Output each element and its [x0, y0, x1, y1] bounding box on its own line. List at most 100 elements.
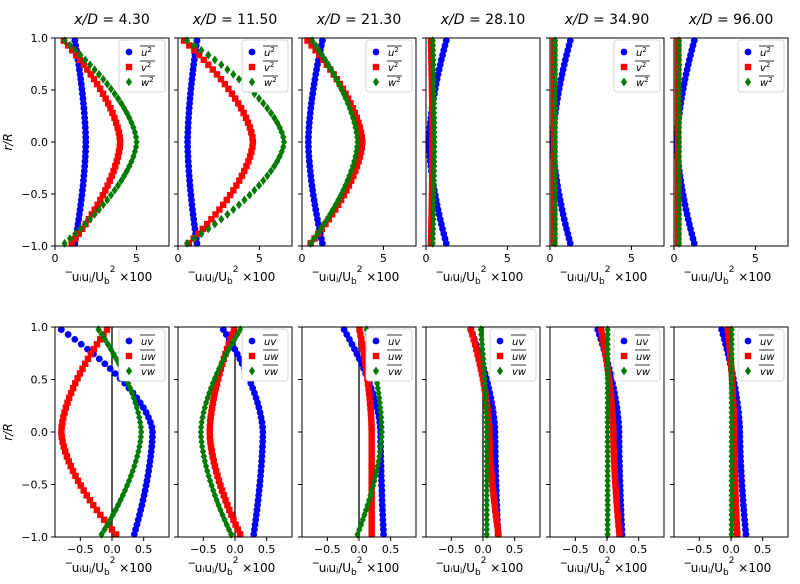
vw-point	[378, 422, 385, 432]
uw-point	[731, 472, 739, 480]
w2-point	[191, 234, 198, 243]
vw-point	[728, 476, 735, 486]
uw-point	[368, 521, 375, 528]
vw-point	[483, 505, 490, 515]
uw-point	[608, 404, 616, 411]
uw-legend-marker	[744, 352, 752, 360]
w2-point	[675, 171, 683, 181]
uw-point	[90, 345, 98, 353]
vw-point	[128, 388, 136, 398]
uv-point	[616, 462, 623, 470]
w2-point	[311, 234, 318, 243]
uw-point	[80, 487, 87, 494]
v2-point	[221, 80, 229, 88]
uv-point	[615, 428, 623, 436]
uw-point	[108, 526, 116, 533]
u2-point	[305, 128, 313, 136]
v2-point	[243, 162, 250, 170]
w2-point	[82, 55, 89, 65]
uw-point	[79, 365, 86, 372]
vw-point	[604, 461, 611, 471]
uv-legend-label: uv	[636, 337, 649, 348]
vw-legend-label: vw	[388, 367, 403, 378]
vw-point	[604, 388, 611, 398]
uv-point	[64, 331, 72, 338]
u2-point	[566, 240, 574, 247]
vw-point	[483, 510, 490, 520]
uw-point	[494, 526, 501, 533]
w2-point	[230, 70, 237, 79]
w2-point	[330, 70, 337, 79]
uv-point	[106, 365, 114, 373]
w2-point	[205, 50, 212, 60]
x-tick-label: 0.0	[103, 543, 121, 556]
x-tick-label: 0	[175, 252, 182, 265]
u2-legend-marker	[372, 48, 380, 56]
x-label-scale: ×100	[238, 270, 275, 284]
w2-point	[66, 41, 74, 50]
uw-point	[598, 331, 606, 338]
w2-point	[551, 98, 559, 108]
w2-point	[675, 137, 683, 147]
u2-point	[185, 104, 193, 112]
x-label-sub: b	[475, 277, 481, 287]
w2-point	[100, 74, 107, 84]
x-label-main: ̅uᵢuⱼ/U	[436, 270, 475, 284]
w2-point	[551, 132, 559, 142]
uv-point	[257, 462, 265, 470]
uv-point	[378, 501, 386, 509]
vw-point	[604, 447, 611, 456]
w2-point	[551, 142, 559, 152]
w2-point	[551, 152, 559, 161]
uw-point	[206, 423, 214, 431]
w2-point	[267, 108, 275, 118]
uw-point	[211, 389, 219, 397]
uv-point	[491, 418, 498, 426]
uw-point	[65, 394, 73, 402]
vw-point	[482, 398, 490, 408]
u2-point	[82, 138, 90, 146]
v2-point	[76, 56, 84, 64]
vw-point	[604, 525, 611, 534]
vw-point	[368, 486, 375, 495]
x-tick-label: 0.5	[258, 543, 276, 556]
uw-point	[62, 404, 70, 411]
uw-point	[226, 506, 233, 514]
v2-point	[223, 196, 230, 204]
vw-point	[237, 325, 244, 335]
vw-point	[483, 486, 490, 495]
uw-point	[207, 414, 214, 421]
vw-point	[604, 334, 611, 344]
uw-point	[732, 501, 740, 509]
w2-point	[675, 123, 683, 132]
vw-point	[377, 442, 384, 452]
w2-point	[675, 195, 683, 205]
uv-point	[615, 438, 623, 446]
w2-point	[329, 205, 337, 214]
uw-point	[208, 409, 215, 416]
vw-point	[220, 354, 227, 364]
u2-point	[184, 143, 192, 151]
uv-point	[737, 462, 745, 470]
uv-point	[259, 443, 266, 451]
vw-point	[483, 456, 490, 466]
x-tick-label: 0.0	[722, 543, 740, 556]
uv-point	[256, 477, 264, 485]
vw-point	[198, 417, 205, 427]
u2-point	[184, 148, 192, 156]
w2-point	[551, 94, 559, 103]
vw-point	[604, 456, 611, 466]
legend-superscript: 2	[147, 46, 151, 54]
vw-point	[377, 408, 384, 417]
panel-title-value: = 28.10	[465, 12, 526, 28]
uv-point	[615, 443, 623, 451]
uw-point	[69, 467, 77, 475]
w2-point	[551, 219, 559, 229]
v2-point	[209, 66, 216, 73]
w2-point	[430, 176, 438, 186]
uw-point	[367, 409, 375, 416]
uw-point	[69, 384, 77, 392]
uv-point	[111, 370, 119, 377]
w2-point	[352, 123, 359, 132]
vw-point	[481, 378, 489, 388]
